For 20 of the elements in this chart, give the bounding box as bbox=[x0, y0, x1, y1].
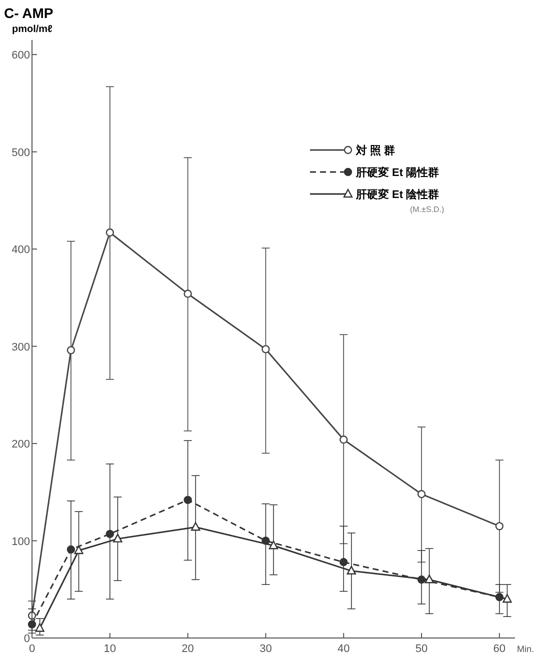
y-tick-label: 300 bbox=[12, 341, 30, 354]
y-tick-label: 400 bbox=[12, 244, 30, 256]
y-tick-label: 0 bbox=[24, 633, 30, 645]
annotation: (M.±S.D.) bbox=[410, 205, 444, 214]
x-axis-title: Min. bbox=[517, 644, 534, 654]
x-tick-label: 50 bbox=[415, 643, 428, 655]
legend-label: 肝硬変 Et 陰性群 bbox=[355, 188, 440, 201]
y-tick-label: 500 bbox=[12, 146, 30, 159]
y-tick-label: 100 bbox=[12, 536, 30, 548]
legend-label: 肝硬変 Et 陽性群 bbox=[355, 166, 440, 179]
y-tick-label: 600 bbox=[12, 50, 30, 62]
x-tick-label: 40 bbox=[337, 643, 350, 655]
x-tick-label: 60 bbox=[493, 643, 506, 655]
chart-title: C- AMP bbox=[4, 5, 54, 21]
y-tick-label: 200 bbox=[12, 438, 30, 451]
x-tick-label: 20 bbox=[182, 643, 194, 655]
x-tick-label: 10 bbox=[104, 643, 116, 655]
legend-label: 対 照 群 bbox=[355, 144, 396, 157]
y-axis-title: pmol/mℓ bbox=[12, 24, 53, 35]
x-tick-label: 30 bbox=[260, 643, 272, 655]
